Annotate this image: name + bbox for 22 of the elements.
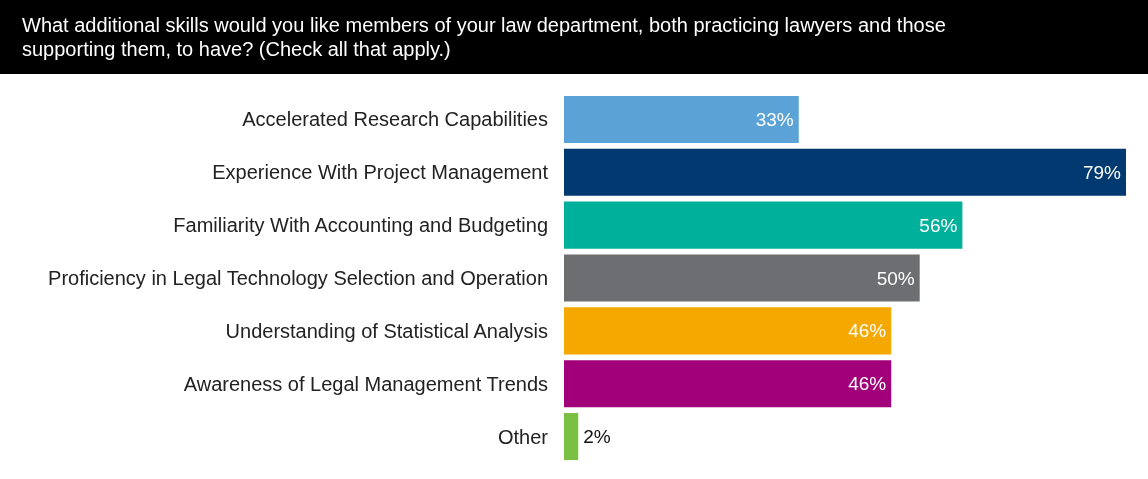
bar <box>564 201 963 249</box>
bar <box>564 148 1126 196</box>
y-tick-label: Proficiency in Legal Technology Selection and Operation <box>48 267 548 289</box>
data-label: 46% <box>848 373 887 395</box>
y-tick-label: Awareness of Legal Management Trends <box>183 372 548 395</box>
data-label: 79% <box>1082 161 1122 183</box>
chart-title: What additional skills would you like members of your law department, both practicing lawyers and those supporting them, to have? (Check all that apply.) <box>22 14 952 60</box>
bar <box>564 254 920 302</box>
data-label: 46% <box>848 320 887 342</box>
data-label: 56% <box>919 214 958 236</box>
y-tick-label: Understanding of Statistical Analysis <box>225 319 548 342</box>
data-label: 50% <box>876 267 915 289</box>
y-tick-label: Other <box>497 425 549 448</box>
bar <box>564 360 892 408</box>
y-tick-label: Experience With Project Management <box>212 161 549 184</box>
data-label: 33% <box>755 108 794 130</box>
y-tick-label: Accelerated Research Capabilities <box>242 108 548 131</box>
bar <box>564 307 892 355</box>
data-label: 2% <box>583 426 611 448</box>
y-tick-label: Familiarity With Accounting and Budgeting <box>173 214 548 237</box>
bar <box>564 95 799 143</box>
bar <box>564 413 579 461</box>
